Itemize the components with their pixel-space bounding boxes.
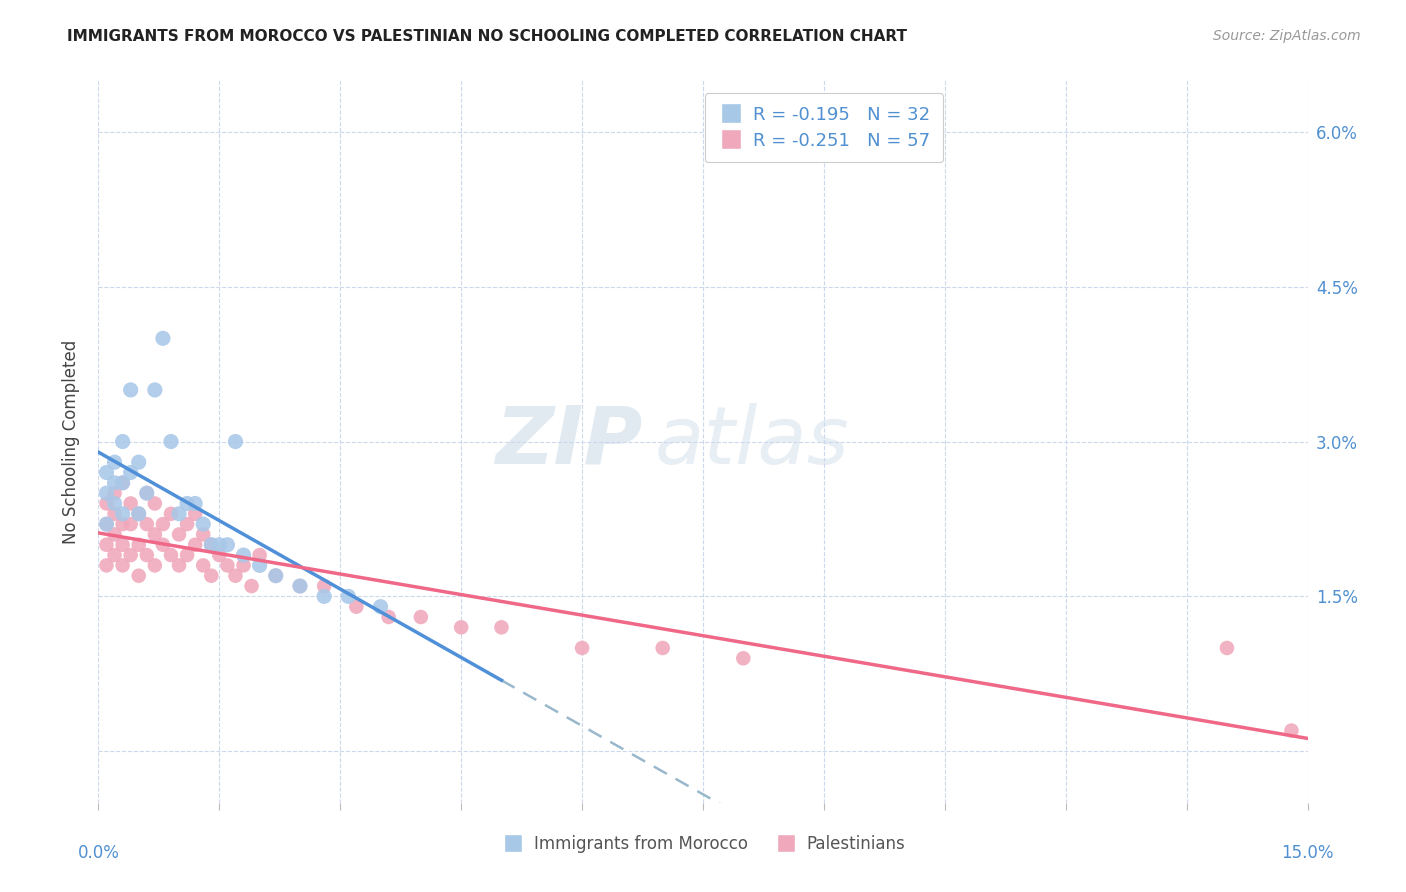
- Point: [450, 620, 472, 634]
- Point: [160, 507, 183, 521]
- Point: [184, 507, 207, 521]
- Point: [96, 538, 118, 552]
- Point: [111, 475, 134, 490]
- Point: [208, 538, 231, 552]
- Point: [96, 517, 118, 532]
- Point: [184, 538, 207, 552]
- Point: [337, 590, 360, 604]
- Point: [103, 475, 125, 490]
- Point: [143, 383, 166, 397]
- Point: [103, 548, 125, 562]
- Point: [96, 466, 118, 480]
- Point: [160, 548, 183, 562]
- Point: [651, 640, 673, 655]
- Point: [160, 434, 183, 449]
- Point: [143, 527, 166, 541]
- Point: [103, 527, 125, 541]
- Point: [120, 548, 142, 562]
- Point: [288, 579, 311, 593]
- Point: [232, 548, 254, 562]
- Point: [103, 507, 125, 521]
- Point: [128, 507, 150, 521]
- Point: [370, 599, 392, 614]
- Text: IMMIGRANTS FROM MOROCCO VS PALESTINIAN NO SCHOOLING COMPLETED CORRELATION CHART: IMMIGRANTS FROM MOROCCO VS PALESTINIAN N…: [67, 29, 907, 44]
- Point: [733, 651, 755, 665]
- Point: [96, 486, 118, 500]
- Point: [152, 538, 174, 552]
- Point: [128, 538, 150, 552]
- Point: [128, 507, 150, 521]
- Point: [314, 590, 336, 604]
- Point: [152, 517, 174, 532]
- Point: [103, 455, 125, 469]
- Point: [111, 507, 134, 521]
- Point: [143, 496, 166, 510]
- Point: [111, 517, 134, 532]
- Text: Source: ZipAtlas.com: Source: ZipAtlas.com: [1213, 29, 1361, 43]
- Point: [167, 558, 190, 573]
- Point: [96, 517, 118, 532]
- Point: [103, 486, 125, 500]
- Point: [1281, 723, 1303, 738]
- Point: [128, 455, 150, 469]
- Point: [176, 496, 198, 510]
- Point: [200, 538, 222, 552]
- Point: [240, 579, 263, 593]
- Point: [217, 538, 239, 552]
- Point: [111, 434, 134, 449]
- Point: [249, 558, 271, 573]
- Point: [120, 466, 142, 480]
- Point: [111, 538, 134, 552]
- Point: [120, 496, 142, 510]
- Point: [224, 434, 246, 449]
- Point: [176, 548, 198, 562]
- Point: [409, 610, 432, 624]
- Point: [152, 331, 174, 345]
- Point: [103, 496, 125, 510]
- Point: [143, 558, 166, 573]
- Point: [96, 558, 118, 573]
- Point: [314, 579, 336, 593]
- Point: [249, 548, 271, 562]
- Point: [176, 517, 198, 532]
- Point: [184, 496, 207, 510]
- Point: [111, 475, 134, 490]
- Point: [200, 568, 222, 582]
- Point: [571, 640, 593, 655]
- Point: [135, 486, 157, 500]
- Point: [491, 620, 513, 634]
- Point: [264, 568, 287, 582]
- Point: [193, 558, 215, 573]
- Point: [200, 538, 222, 552]
- Point: [377, 610, 399, 624]
- Point: [232, 558, 254, 573]
- Legend: Immigrants from Morocco, Palestinians: Immigrants from Morocco, Palestinians: [494, 828, 912, 860]
- Point: [344, 599, 367, 614]
- Y-axis label: No Schooling Completed: No Schooling Completed: [62, 340, 80, 543]
- Point: [217, 558, 239, 573]
- Point: [120, 383, 142, 397]
- Point: [193, 527, 215, 541]
- Point: [96, 496, 118, 510]
- Point: [1216, 640, 1239, 655]
- Point: [111, 558, 134, 573]
- Point: [264, 568, 287, 582]
- Point: [167, 507, 190, 521]
- Point: [135, 548, 157, 562]
- Point: [128, 568, 150, 582]
- Point: [167, 527, 190, 541]
- Text: atlas: atlas: [655, 402, 849, 481]
- Point: [135, 486, 157, 500]
- Text: ZIP: ZIP: [495, 402, 643, 481]
- Text: 0.0%: 0.0%: [77, 845, 120, 863]
- Point: [208, 548, 231, 562]
- Point: [288, 579, 311, 593]
- Point: [135, 517, 157, 532]
- Point: [224, 568, 246, 582]
- Text: 15.0%: 15.0%: [1281, 845, 1334, 863]
- Point: [193, 517, 215, 532]
- Point: [120, 517, 142, 532]
